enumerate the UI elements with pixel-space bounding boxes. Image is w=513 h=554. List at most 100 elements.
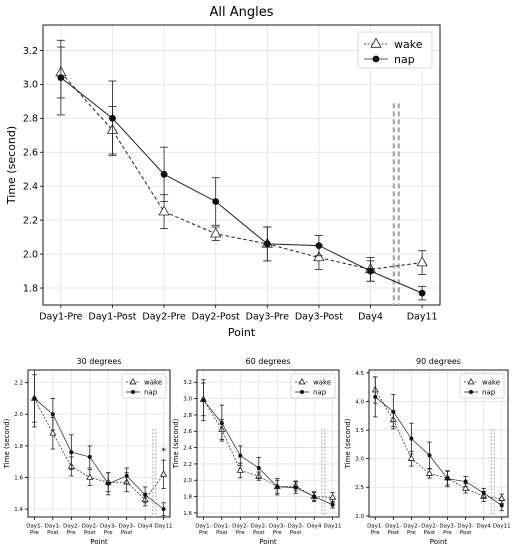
x-tick-label-line: Post — [388, 530, 400, 536]
x-tick-label-line: Day1- — [385, 524, 401, 530]
legend-label: nap — [394, 53, 415, 66]
data-point-nap — [293, 485, 298, 490]
y-tick-label: 2.4 — [183, 446, 192, 452]
x-tick-label: Day1-Pre — [26, 524, 42, 536]
data-point-nap — [106, 481, 111, 486]
y-tick-label: 2.0 — [14, 412, 23, 418]
x-tick-label-line: Post — [47, 530, 59, 536]
chart-title: All Angles — [209, 5, 273, 20]
x-tick-label: Day3-Pre — [269, 524, 285, 536]
x-tick-label: Day1-Post — [214, 524, 230, 536]
data-point-nap — [367, 267, 374, 275]
x-tick-label: Day4 — [476, 524, 491, 530]
x-tick-label-line: Day3- — [119, 524, 135, 530]
legend-label: wake — [482, 379, 500, 387]
data-point-wake — [498, 494, 506, 502]
x-tick-label-line: Day11 — [324, 524, 342, 530]
x-tick-label-line: Day1- — [367, 524, 383, 530]
x-tick-label: Day4 — [307, 524, 322, 530]
significance-annotation: * — [161, 447, 166, 457]
y-axis-label: Time (second) — [344, 418, 352, 469]
data-point-nap — [373, 394, 378, 399]
series-line-nap — [34, 398, 164, 510]
y-tick-label: 1.8 — [14, 444, 23, 450]
y-tick-label: 3.0 — [23, 80, 38, 91]
legend-label: nap — [482, 389, 496, 397]
legend-marker — [131, 390, 135, 394]
y-tick-label: 1.6 — [14, 475, 23, 481]
x-tick-label-line: Day3-Pre — [246, 312, 289, 323]
data-point-wake — [86, 473, 94, 480]
data-point-nap — [50, 412, 55, 417]
x-tick-label: Day3-Pre — [246, 312, 289, 323]
data-point-nap — [315, 242, 323, 250]
x-tick-label-line: Day3- — [288, 524, 304, 530]
data-point-nap — [124, 473, 129, 478]
x-tick-label: Day3-Post — [295, 312, 343, 323]
y-tick-label: 2.2 — [23, 215, 38, 226]
data-point-nap — [481, 490, 486, 495]
x-tick-label-line: Pre — [236, 530, 245, 536]
data-point-nap — [69, 450, 74, 455]
x-tick-label-line: Pre — [443, 530, 452, 536]
y-tick-label: 1.8 — [23, 283, 38, 294]
x-tick-label-line: Post — [424, 530, 436, 536]
data-point-nap — [160, 170, 168, 178]
y-tick-label: 3.2 — [183, 380, 192, 386]
data-point-nap — [427, 453, 432, 458]
x-tick-label-line: Post — [290, 530, 302, 536]
legend: wake nap — [290, 373, 336, 399]
x-tick-label-line: Day4 — [138, 524, 153, 530]
data-point-wake — [158, 205, 170, 216]
data-point-nap — [87, 454, 92, 459]
x-tick-label-line: Day4 — [358, 312, 383, 323]
series-line-wake — [203, 399, 333, 498]
x-tick-label-line: Post — [460, 530, 472, 536]
chart-panel-2: 1.61.82.02.22.42.62.83.03.2Day1-PreDay1-… — [172, 357, 342, 546]
x-tick-label-line: Day2- — [232, 524, 248, 530]
x-tick-label: Day1-Pre — [195, 524, 211, 536]
y-tick-label: 2.2 — [14, 381, 23, 387]
data-point-wake — [329, 493, 337, 500]
data-point-wake — [160, 470, 168, 477]
data-point-wake — [236, 466, 244, 473]
legend-label: wake — [313, 379, 331, 387]
x-tick-label-line: Pre — [30, 530, 39, 536]
x-tick-label-line: Day2-Post — [192, 312, 240, 323]
y-tick-label: 2.0 — [23, 249, 38, 260]
legend-label: wake — [144, 379, 162, 387]
x-tick-label-line: Day2- — [403, 524, 419, 530]
x-tick-label-line: Day1-Post — [88, 312, 136, 323]
x-tick-label-line: Day2- — [251, 524, 267, 530]
y-tick-label: 1.6 — [183, 511, 192, 517]
data-point-nap — [201, 398, 206, 403]
x-tick-label: Day1-Post — [88, 312, 136, 323]
legend-label: wake — [394, 38, 423, 51]
x-tick-label: Day11 — [155, 524, 173, 530]
legend-marker — [370, 37, 382, 48]
chart-panel-1: 1.41.61.82.02.2Day1-PreDay1-PostDay2-Pre… — [3, 357, 173, 546]
x-tick-label-line: Day2- — [421, 524, 437, 530]
legend: wake nap — [357, 31, 433, 69]
y-tick-label: 1.8 — [183, 495, 192, 501]
x-tick-label: Day11 — [407, 312, 438, 323]
x-tick-label: Day3-Post — [457, 524, 473, 536]
x-tick-label-line: Post — [121, 530, 133, 536]
x-tick-label-line: Pre — [407, 530, 416, 536]
legend-marker — [298, 377, 306, 385]
plot-frame — [196, 369, 340, 518]
x-tick-label-line: Post — [216, 530, 228, 536]
y-tick-label: 3.2 — [23, 46, 38, 57]
x-tick-label: Day2-Pre — [403, 524, 419, 536]
x-tick-label-line: Pre — [371, 530, 380, 536]
data-point-nap — [238, 453, 243, 458]
y-tick-label: 3.0 — [355, 457, 364, 463]
data-point-nap — [418, 289, 426, 297]
x-tick-label: Day2-Post — [421, 524, 437, 536]
y-tick-label: 2.8 — [183, 413, 192, 419]
plot-frame — [368, 369, 509, 518]
x-tick-label-line: Day3- — [439, 524, 455, 530]
data-point-nap — [32, 396, 37, 401]
series-line-nap — [60, 77, 423, 294]
